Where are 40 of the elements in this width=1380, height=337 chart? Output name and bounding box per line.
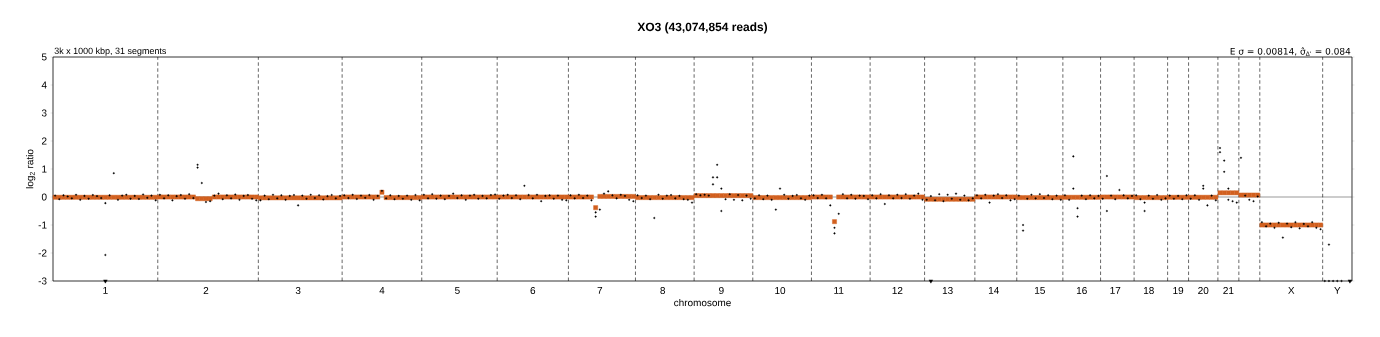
x-tick-label: 10 [775, 287, 786, 295]
point [103, 279, 108, 284]
x-tick-label: 12 [892, 287, 903, 294]
x-tick-label: 15 [1035, 287, 1045, 294]
y-axis-title: log$_{2}$ ratio [26, 149, 36, 189]
point [1347, 279, 1352, 284]
x-tick-label: 16 [1076, 287, 1087, 295]
x-tick-label: 7 [597, 287, 603, 294]
x-tick-label: 6 [530, 287, 536, 295]
x-tick-label: 14 [988, 287, 999, 294]
chart-title: XO3 (43,074,854 reads) [637, 22, 768, 34]
y-tick-label: -1 [38, 221, 47, 229]
x-tick-label: 5 [455, 287, 460, 294]
y-tick-label: -2 [38, 249, 47, 257]
x-tick-label: 4 [379, 287, 385, 294]
y-tick-label: -3 [38, 277, 47, 285]
x-tick-label: 17 [1110, 287, 1121, 294]
x-tick-label: Y [1334, 287, 1341, 294]
x-tick-label: 2 [203, 287, 209, 294]
x-tick-label: 11 [834, 287, 844, 294]
y-tick-label: 1 [42, 165, 47, 173]
y-tick-label: 2 [41, 137, 47, 145]
y-tick-label: 3 [41, 109, 47, 117]
y-tick-label: 4 [41, 81, 47, 89]
x-tick-label: 8 [660, 287, 666, 295]
x-tick-label: 18 [1143, 287, 1154, 295]
x-tick-label: 9 [719, 287, 724, 295]
x-tick-label: X [1288, 287, 1295, 294]
x-axis-title: chromosome [674, 298, 731, 307]
x-tick-label: 1 [103, 287, 108, 294]
x-tick-label: 21 [1223, 287, 1234, 294]
y-tick-label: 5 [41, 53, 47, 61]
x-tick-label: 13 [942, 287, 953, 295]
text: 3k x 1000 kbp, 31 segments [54, 47, 167, 56]
point [928, 279, 933, 284]
y-tick-label: 0 [41, 193, 47, 201]
x-tick-label: 3 [295, 287, 301, 295]
text: E σ = 0.00814, σ̂$_{Δ'}$ = 0.084 [1230, 47, 1351, 56]
x-tick-label: 19 [1173, 287, 1184, 295]
x-tick-label: 20 [1198, 287, 1209, 295]
